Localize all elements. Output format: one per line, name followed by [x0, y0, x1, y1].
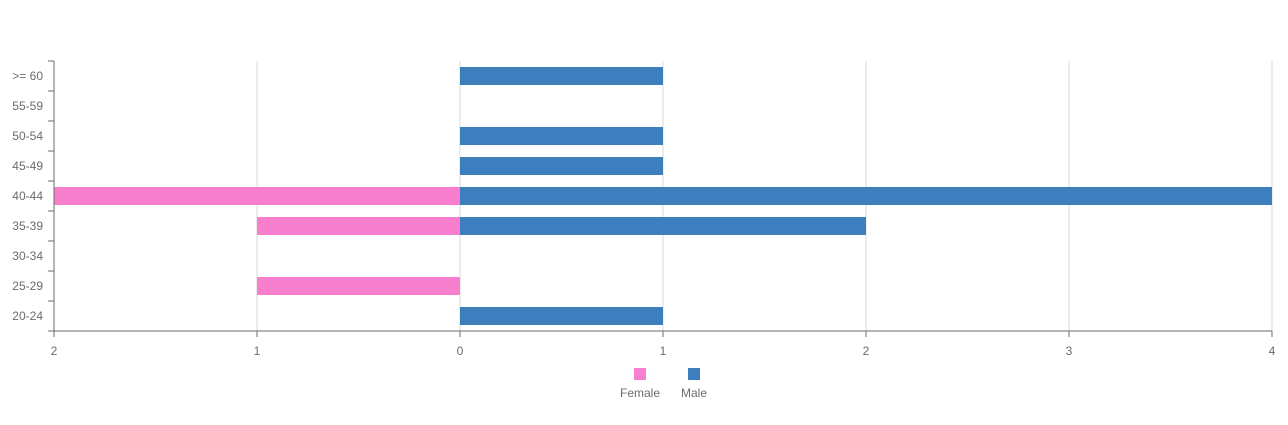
y-tick-label: 40-44 — [12, 189, 43, 203]
y-tick-label: 20-24 — [12, 309, 43, 323]
x-tick-label: 2 — [51, 344, 58, 358]
x-tick-label: 2 — [863, 344, 870, 358]
bar-male[interactable] — [460, 187, 1272, 205]
y-tick-label: >= 60 — [12, 69, 43, 83]
bar-layer — [54, 67, 1272, 325]
legend-swatch-male — [688, 368, 700, 380]
legend-label-male: Male — [680, 386, 707, 400]
y-tick-label: 30-34 — [12, 249, 43, 263]
legend: Female Male — [0, 366, 1288, 406]
bar-male[interactable] — [460, 67, 663, 85]
y-tick-label: 55-59 — [12, 99, 43, 113]
x-tick-label: 1 — [660, 344, 667, 358]
y-tick-label: 35-39 — [12, 219, 43, 233]
bar-male[interactable] — [460, 307, 663, 325]
x-tick-label: 4 — [1269, 344, 1276, 358]
x-tick-label: 3 — [1066, 344, 1073, 358]
bar-male[interactable] — [460, 127, 663, 145]
legend-label-female: Female — [619, 386, 660, 400]
x-tick-label: 1 — [254, 344, 261, 358]
axis-layer: >= 60 55-59 50-54 45-49 40-44 35-39 30-34 25-29… — [12, 60, 1276, 358]
x-tick-label: 0 — [457, 344, 464, 358]
bar-male[interactable] — [460, 157, 663, 175]
bar-male[interactable] — [460, 217, 866, 235]
y-tick-label: 45-49 — [12, 159, 43, 173]
bar-female[interactable] — [257, 217, 460, 235]
bar-female[interactable] — [54, 187, 460, 205]
legend-item-female[interactable]: Female — [610, 366, 670, 400]
y-tick-label: 50-54 — [12, 129, 43, 143]
y-tick-label: 25-29 — [12, 279, 43, 293]
bar-female[interactable] — [257, 277, 460, 295]
legend-swatch-female — [634, 368, 646, 380]
legend-item-male[interactable]: Male — [664, 366, 724, 400]
